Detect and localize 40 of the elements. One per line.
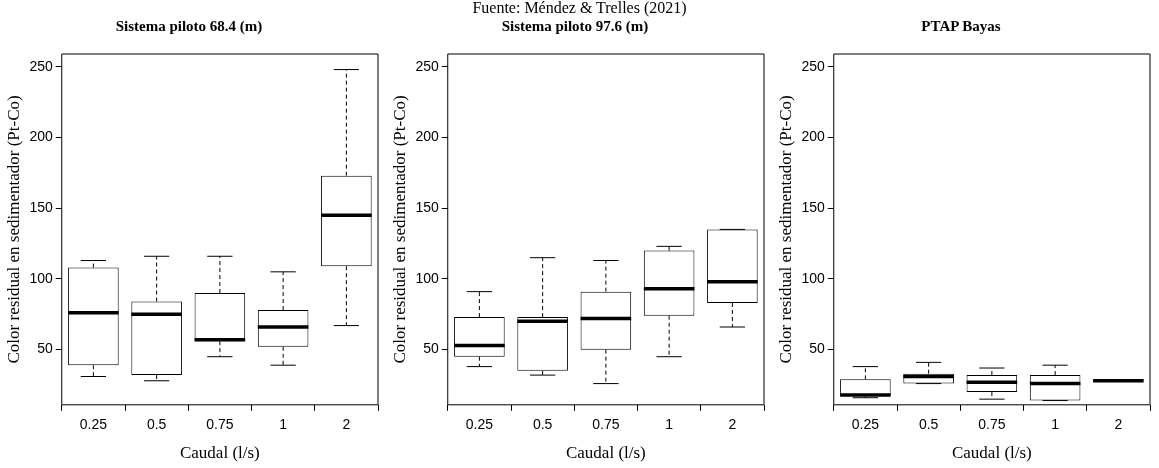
y-tick-label: 250 (415, 57, 439, 74)
chart-title: Sistema piloto 97.6 (m) (501, 17, 649, 35)
x-tick-label: 1 (1051, 416, 1060, 433)
x-tick-label: 2 (728, 416, 737, 433)
y-tick-label: 200 (801, 128, 825, 145)
x-axis-title: Caudal (l/s) (565, 443, 646, 463)
chart-title: Sistema piloto 68.4 (m) (115, 17, 263, 35)
source-note: Fuente: Méndez & Trelles (2021) (471, 0, 688, 16)
x-tick-label: 2 (1114, 416, 1123, 433)
x-tick-label: 0.5 (918, 416, 939, 433)
y-tick-label: 200 (29, 128, 53, 145)
y-tick-label: 100 (801, 269, 825, 286)
y-tick-label: 50 (423, 340, 439, 357)
x-tick-label: 2 (342, 416, 351, 433)
x-axis-title: Caudal (l/s) (179, 443, 260, 463)
x-tick-label: 1 (665, 416, 674, 433)
y-tick-label: 200 (415, 128, 439, 145)
x-tick-label: 0.5 (532, 416, 553, 433)
y-tick-label: 150 (801, 199, 825, 216)
y-tick-label: 250 (801, 57, 825, 74)
x-tick-label: 1 (279, 416, 288, 433)
y-tick-label: 100 (29, 269, 53, 286)
x-tick-label: 0.75 (206, 416, 234, 433)
y-tick-label: 50 (37, 340, 53, 357)
x-tick-label: 0.25 (79, 416, 108, 433)
x-tick-label: 0.5 (146, 416, 167, 433)
x-tick-label: 0.75 (978, 416, 1006, 433)
y-axis-title: Color residual en sedimentador (Pt-Co) (389, 95, 409, 364)
chart-title: PTAP Bayas (921, 17, 1001, 34)
y-tick-label: 250 (29, 57, 53, 74)
y-tick-label: 150 (29, 199, 53, 216)
x-tick-label: 0.75 (592, 416, 620, 433)
y-axis-title: Color residual en sedimentador (Pt-Co) (775, 95, 795, 364)
y-tick-label: 50 (809, 340, 825, 357)
x-tick-label: 0.25 (851, 416, 880, 433)
y-tick-label: 100 (415, 269, 439, 286)
x-axis-title: Caudal (l/s) (951, 443, 1032, 463)
y-tick-label: 150 (415, 199, 439, 216)
x-tick-label: 0.25 (465, 416, 494, 433)
y-axis-title: Color residual en sedimentador (Pt-Co) (3, 95, 23, 364)
